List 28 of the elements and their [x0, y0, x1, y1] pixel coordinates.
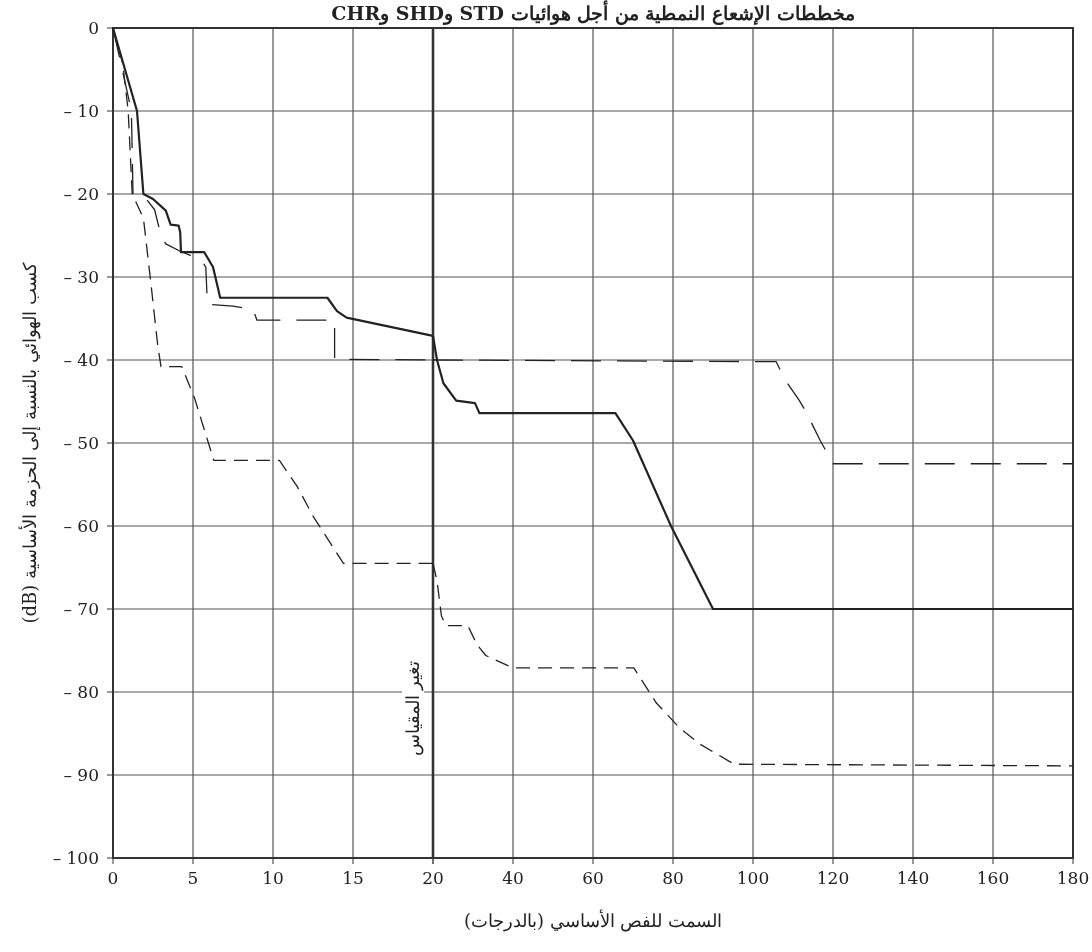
- x-tick-label: 160: [976, 868, 1010, 888]
- x-tick-label: 5: [187, 868, 199, 888]
- y-axis-title: كسب الهوائي بالنسبة إلى الحزمة الأساسية (dB): [18, 262, 41, 624]
- y-tick-label: – 90: [63, 765, 99, 785]
- x-tick-label: 80: [662, 868, 684, 888]
- x-tick-label: 10: [262, 868, 284, 888]
- y-tick-label: – 80: [63, 682, 99, 702]
- y-tick-label: – 50: [63, 433, 99, 453]
- x-tick-label: 180: [1056, 868, 1090, 888]
- x-tick-label: 15: [342, 868, 364, 888]
- x-axis-title: السمت للفص الأساسي (بالدرجات): [463, 909, 723, 932]
- y-tick-label: – 60: [63, 516, 99, 536]
- x-tick-label: 20: [422, 868, 444, 888]
- y-tick-label: – 10: [63, 101, 99, 121]
- y-tick-label: – 40: [63, 350, 99, 370]
- y-tick-label: 0: [88, 18, 99, 38]
- x-tick-label: 40: [502, 868, 524, 888]
- x-tick-label: 60: [582, 868, 604, 888]
- ref-line-label: تغير المقياس: [402, 660, 424, 757]
- x-tick-label: 100: [736, 868, 770, 888]
- y-tick-label: – 70: [63, 599, 99, 619]
- x-tick-label: 0: [107, 868, 119, 888]
- y-tick-label: – 100: [52, 848, 99, 868]
- x-tick-label: 120: [816, 868, 850, 888]
- y-tick-label: – 20: [63, 184, 99, 204]
- y-tick-label: – 30: [63, 267, 99, 287]
- x-tick-label: 140: [896, 868, 930, 888]
- text: مخططات الإشعاع النمطية من أجل هوائيات STD وSHD وCHR: [331, 0, 855, 26]
